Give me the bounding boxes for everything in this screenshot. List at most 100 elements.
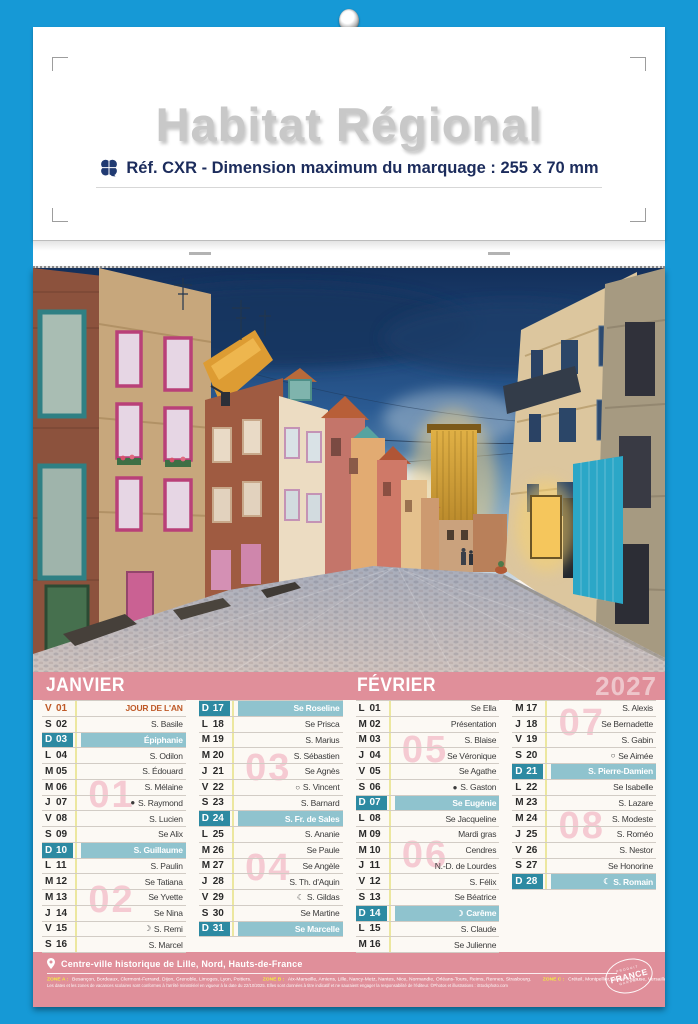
column-stripe: [231, 858, 234, 874]
day-label: M 23: [515, 797, 538, 809]
day-label: M 03: [358, 734, 381, 746]
day-name: Se Julienne: [454, 939, 497, 950]
clover-icon: [99, 158, 119, 178]
day-name: ● S. Gaston: [452, 782, 497, 793]
week-number: 05: [401, 729, 449, 771]
column-stripe: [231, 732, 234, 748]
column-stripe: [75, 795, 77, 811]
map-pin-icon: [47, 958, 55, 969]
day-name: Se Yvette: [148, 892, 183, 903]
calendar-sheet: JANVIER FÉVRIER 2027 01 02 V 01 JOUR DE L'AN…: [33, 268, 665, 1007]
day-label: D 14: [355, 905, 387, 921]
day-name: Se Marcelle: [237, 921, 343, 937]
day-name: S. Pierre-Damien: [551, 764, 656, 779]
calendar-day-row: V 01 JOUR DE L'AN: [42, 700, 186, 717]
calendar-day-row: V 26 S. Nestor: [512, 842, 656, 859]
moon-phase-icon: ☽: [456, 908, 464, 918]
calendar-day-row: V 08 S. Lucien: [42, 811, 186, 827]
day-name: ☽ S. Remi: [143, 923, 183, 934]
day-label: D 24: [198, 811, 230, 826]
week-number: 08: [558, 805, 605, 847]
column-stripe: [231, 842, 234, 858]
column-stripe: [75, 842, 77, 858]
calendar-day-row: M 23 S. Lazare: [512, 795, 656, 812]
day-label: M 16: [358, 939, 381, 951]
calendar-day-row: D 14 ☽ Carême: [355, 905, 500, 922]
photo-right-buildings: [503, 268, 665, 672]
day-label: M 20: [201, 750, 224, 762]
header-card: Habitat Régional Réf. CXR - Dimension ma…: [33, 27, 665, 240]
day-label: S 13: [358, 891, 381, 903]
column-stripe: [545, 732, 548, 748]
calendar-day-row: M 16 Se Julienne: [355, 937, 500, 953]
calendar-day-row: V 15 ☽ S. Remi: [42, 921, 186, 938]
calendar-day-row: M 20 S. Sébastien: [198, 748, 343, 764]
calendar-day-row: L 08 Se Jacqueline: [355, 811, 500, 827]
calendar-day-row: S 23 S. Barnard: [198, 795, 343, 812]
column-stripe: [231, 764, 234, 779]
day-name: Se Isabelle: [613, 782, 653, 793]
month-name-fevrier: FÉVRIER: [357, 675, 436, 696]
day-name: S. Lucien: [149, 813, 183, 824]
day-name: Se Alix: [158, 829, 183, 840]
week-number: 03: [245, 747, 292, 789]
footer-divider: [47, 973, 617, 974]
column-stripe: [75, 874, 77, 889]
day-label: M 24: [515, 813, 538, 825]
column-stripe: [231, 890, 234, 905]
column-stripe: [388, 716, 391, 732]
moon-phase-icon: ○: [610, 751, 616, 761]
column-stripe: [388, 779, 391, 795]
day-name: S. Édouard: [142, 766, 183, 777]
calendar-day-row: M 17 S. Alexis: [512, 700, 656, 717]
calendar-day-row: M 03 S. Blaise: [355, 732, 500, 749]
crop-mark-icon: [630, 57, 646, 71]
photo-cobblestone-street: [33, 548, 665, 672]
hanging-grommet-icon: [339, 9, 359, 32]
day-name: Se Honorine: [607, 860, 653, 871]
calendar-day-row: V 29 ☾ S. Gildas: [198, 890, 343, 906]
day-label: J 11: [358, 860, 381, 872]
calendar-day-row: J 28 S. Th. d'Aquin: [198, 874, 343, 890]
column-stripe: [388, 827, 391, 842]
day-name: S. Blaise: [464, 734, 497, 745]
location-text: Centre-ville historique de Lille, Nord, …: [61, 958, 303, 969]
calendar-day-row: D 21 S. Pierre-Damien: [512, 764, 656, 780]
day-name: S. Guillaume: [81, 842, 186, 858]
zone-entry: ZONE B : Aix-Marseille, Amiens, Lille, N…: [262, 977, 532, 982]
calendar-column-janvier-2: 03 04 D 17 Se Roseline L 18 Se Prisca M 19 S. Mari…: [198, 700, 343, 952]
column-stripe: [75, 858, 77, 874]
day-label: V 29: [201, 891, 224, 903]
moon-phase-icon: ●: [130, 798, 135, 808]
day-label: S 16: [45, 939, 68, 951]
day-name: Se Véronique: [447, 750, 497, 761]
calendar-day-row: J 11 N.-D. de Lourdes: [355, 858, 500, 875]
legal-microtext: Les dates et les zones de vacances scola…: [47, 984, 508, 989]
day-name: Mardi gras: [458, 829, 497, 840]
calendar-day-row: M 06 S. Mélaine: [42, 779, 186, 796]
column-stripe: [388, 811, 391, 826]
calendar-grid: 01 02 V 01 JOUR DE L'AN S 02 S. Basile D 03 Épipha…: [33, 700, 665, 953]
calendar-day-row: S 06 ● S. Gaston: [355, 779, 500, 796]
calendar-day-row: J 04 Se Véronique: [355, 748, 500, 764]
moon-phase-icon: ☾: [296, 892, 304, 902]
calendar-day-row: S 27 Se Honorine: [512, 858, 656, 875]
day-name: Se Eugénie: [394, 795, 500, 811]
crop-mark-icon: [52, 57, 68, 71]
brand-title: Habitat Régional: [155, 98, 543, 151]
calendar-day-row: V 22 ○ S. Vincent: [198, 779, 343, 796]
calendar-day-row: D 31 Se Marcelle: [198, 921, 343, 938]
calendar-day-row: S 02 S. Basile: [42, 716, 186, 733]
day-name: Se Martine: [300, 908, 340, 919]
column-stripe: [545, 795, 548, 811]
column-stripe: [388, 764, 391, 779]
column-stripe: [388, 874, 391, 889]
day-name: Se Prisca: [304, 719, 340, 730]
column-stripe: [231, 905, 234, 921]
day-label: L 15: [358, 923, 381, 935]
day-label: M 12: [45, 876, 68, 888]
header-divider: [96, 187, 602, 188]
calendar-day-row: D 17 Se Roseline: [198, 700, 343, 717]
day-label: M 06: [45, 781, 68, 793]
column-stripe: [231, 701, 234, 716]
